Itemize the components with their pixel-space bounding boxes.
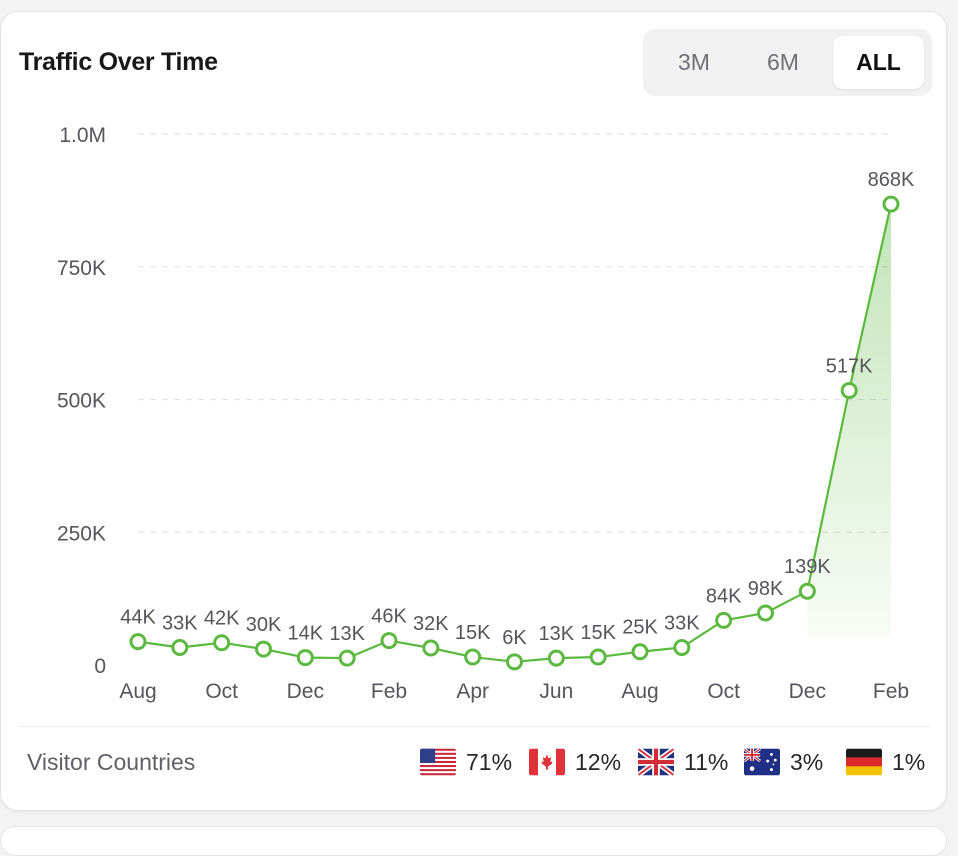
data-point[interactable] <box>129 633 147 651</box>
country-au-pct: 3% <box>790 748 824 775</box>
range-tab-6m[interactable]: 6M <box>767 49 799 75</box>
data-point[interactable] <box>882 195 900 213</box>
data-label: 13K <box>329 623 365 645</box>
data-label: 33K <box>162 612 198 634</box>
data-label: 33K <box>664 612 700 634</box>
data-label: 46K <box>371 606 407 628</box>
x-tick-label: Oct <box>205 680 238 703</box>
data-label: 139K <box>784 556 831 578</box>
data-label: 30K <box>246 614 282 636</box>
data-point[interactable] <box>547 649 565 667</box>
data-point[interactable] <box>631 643 649 661</box>
range-tab-3m[interactable]: 3M <box>678 49 710 75</box>
x-tick-label: Feb <box>873 680 909 703</box>
data-point[interactable] <box>840 381 858 399</box>
data-label: 44K <box>120 607 156 629</box>
data-label: 517K <box>826 355 873 377</box>
data-point[interactable] <box>506 653 523 671</box>
data-point[interactable] <box>589 648 607 666</box>
data-point[interactable] <box>380 632 398 650</box>
x-tick-label: Aug <box>621 680 658 703</box>
data-point[interactable] <box>715 611 733 629</box>
x-tick-label: Oct <box>707 680 740 703</box>
data-point[interactable] <box>673 638 691 656</box>
x-tick-label: Feb <box>371 680 407 703</box>
data-point[interactable] <box>171 638 189 656</box>
next-card <box>0 826 947 856</box>
country-us: 71% <box>420 744 512 780</box>
x-tick-label: Dec <box>287 680 324 703</box>
data-label: 6K <box>502 627 527 649</box>
country-gb-pct: 11% <box>684 748 729 775</box>
traffic-card <box>0 11 947 811</box>
au-flag-icon <box>744 748 780 776</box>
data-point[interactable] <box>213 634 231 652</box>
data-label: 14K <box>288 623 324 645</box>
country-ca: 12% <box>529 744 621 780</box>
visitor-countries-label: Visitor Countries <box>27 749 196 775</box>
data-point[interactable] <box>798 582 816 600</box>
de-flag-icon <box>846 748 882 776</box>
country-au: 3% <box>744 744 823 780</box>
data-label: 25K <box>622 617 658 639</box>
x-tick-label: Dec <box>789 680 826 703</box>
data-label: 15K <box>580 622 616 644</box>
data-point[interactable] <box>255 640 272 658</box>
us-flag-icon <box>420 748 456 776</box>
range-selector: 3M 6M ALL <box>643 29 932 96</box>
gb-flag-icon <box>638 748 674 776</box>
data-label: 42K <box>204 608 240 630</box>
x-tick-label: Jun <box>539 680 573 703</box>
x-tick-label: Apr <box>456 680 489 703</box>
country-de: 1% <box>846 744 925 780</box>
data-label: 32K <box>413 613 449 635</box>
y-tick-label: 750K <box>57 257 106 280</box>
data-label: 13K <box>539 623 575 645</box>
country-ca-pct: 12% <box>575 748 622 775</box>
data-point[interactable] <box>296 649 314 667</box>
country-gb: 11% <box>638 744 728 780</box>
y-tick-label: 500K <box>57 390 106 413</box>
data-point[interactable] <box>757 604 774 622</box>
data-label: 84K <box>706 585 742 607</box>
data-label: 15K <box>455 622 491 644</box>
data-label: 98K <box>748 578 784 600</box>
area-fill <box>807 204 891 666</box>
y-tick-label: 1.0M <box>59 124 106 147</box>
traffic-chart: 0 250K 500K 750K 1.0M Aug Oct Dec Feb Apr Jun Aug O… <box>57 124 915 703</box>
range-tab-all[interactable]: ALL <box>833 36 924 89</box>
card-title: Traffic Over Time <box>19 48 218 76</box>
data-point[interactable] <box>464 648 482 666</box>
country-de-pct: 1% <box>892 748 926 775</box>
ca-flag-icon <box>529 748 565 776</box>
y-tick-label: 0 <box>94 655 106 678</box>
footer-divider <box>19 726 931 727</box>
data-point[interactable] <box>422 639 440 657</box>
country-list: 71% 12% 11% <box>0 744 958 780</box>
x-tick-label: Aug <box>119 680 156 703</box>
country-us-pct: 71% <box>466 748 513 775</box>
y-tick-label: 250K <box>57 522 106 545</box>
data-label: 868K <box>868 169 915 191</box>
data-point[interactable] <box>338 649 356 667</box>
